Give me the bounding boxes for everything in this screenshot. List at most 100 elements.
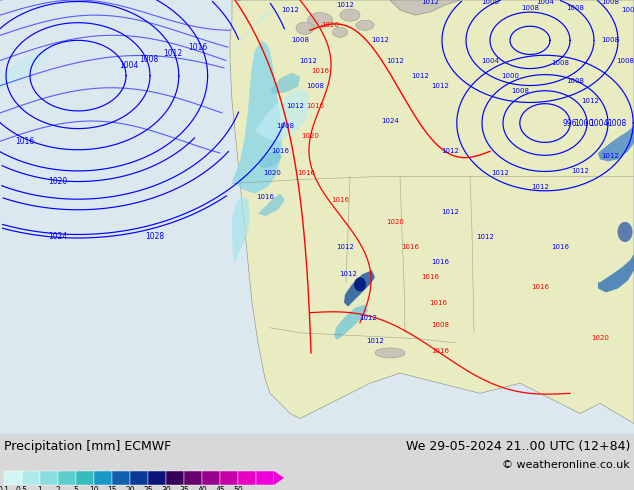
Text: 1012: 1012 bbox=[491, 171, 509, 176]
Text: 1012: 1012 bbox=[421, 0, 439, 5]
Bar bbox=[130, 471, 148, 485]
Bar bbox=[202, 471, 220, 485]
Text: 0.5: 0.5 bbox=[16, 486, 28, 490]
Polygon shape bbox=[232, 40, 282, 194]
Text: 1024: 1024 bbox=[48, 232, 67, 242]
Polygon shape bbox=[390, 0, 460, 15]
Text: 1016: 1016 bbox=[531, 284, 549, 291]
Text: 1000: 1000 bbox=[501, 73, 519, 78]
Text: 1008: 1008 bbox=[601, 0, 619, 5]
Text: 15: 15 bbox=[107, 486, 117, 490]
Text: 1016: 1016 bbox=[297, 171, 315, 176]
Text: 1012: 1012 bbox=[531, 184, 549, 190]
Ellipse shape bbox=[296, 22, 314, 34]
Text: 2: 2 bbox=[56, 486, 60, 490]
Text: 1012: 1012 bbox=[441, 209, 459, 215]
Bar bbox=[238, 471, 256, 485]
Text: 1008: 1008 bbox=[431, 322, 449, 328]
Text: 1000: 1000 bbox=[574, 119, 594, 127]
Text: 25: 25 bbox=[143, 486, 153, 490]
Text: 1016: 1016 bbox=[188, 43, 207, 51]
Text: 1012: 1012 bbox=[286, 103, 304, 109]
Text: 1012: 1012 bbox=[476, 234, 494, 240]
Text: 30: 30 bbox=[161, 486, 171, 490]
Text: 0.1: 0.1 bbox=[0, 486, 10, 490]
Polygon shape bbox=[274, 471, 284, 485]
Ellipse shape bbox=[356, 20, 374, 30]
Bar bbox=[112, 471, 130, 485]
Text: 10: 10 bbox=[89, 486, 99, 490]
Text: 20: 20 bbox=[125, 486, 135, 490]
Bar bbox=[40, 471, 58, 485]
Bar bbox=[256, 471, 274, 485]
Text: © weatheronline.co.uk: © weatheronline.co.uk bbox=[502, 460, 630, 470]
Text: 1012: 1012 bbox=[571, 169, 589, 174]
Polygon shape bbox=[598, 254, 634, 293]
Text: 1016: 1016 bbox=[401, 244, 419, 250]
Text: 1016: 1016 bbox=[431, 259, 449, 265]
Text: 1012: 1012 bbox=[339, 271, 357, 277]
Text: 1016: 1016 bbox=[15, 137, 34, 146]
Text: 1008: 1008 bbox=[521, 5, 539, 11]
Bar bbox=[166, 471, 184, 485]
Polygon shape bbox=[0, 49, 50, 91]
Text: 1008: 1008 bbox=[291, 37, 309, 43]
Polygon shape bbox=[230, 0, 634, 423]
Text: 1008: 1008 bbox=[139, 55, 158, 64]
Text: 1012: 1012 bbox=[359, 315, 377, 320]
Text: 1020: 1020 bbox=[301, 133, 319, 139]
Text: 1016: 1016 bbox=[421, 274, 439, 280]
Text: 1008: 1008 bbox=[566, 78, 584, 84]
Ellipse shape bbox=[332, 27, 347, 37]
Text: 1020: 1020 bbox=[591, 335, 609, 341]
Bar bbox=[58, 471, 76, 485]
Text: 1008: 1008 bbox=[306, 83, 324, 89]
Text: 1012: 1012 bbox=[581, 98, 599, 104]
Polygon shape bbox=[258, 149, 282, 169]
Bar bbox=[94, 471, 112, 485]
Text: 1004: 1004 bbox=[481, 57, 499, 64]
Ellipse shape bbox=[307, 13, 332, 28]
Text: 1004: 1004 bbox=[119, 61, 138, 70]
Polygon shape bbox=[344, 270, 375, 307]
Text: 1008: 1008 bbox=[276, 123, 294, 129]
Text: 1008: 1008 bbox=[566, 5, 584, 11]
Text: 1016: 1016 bbox=[306, 103, 324, 109]
Polygon shape bbox=[232, 10, 270, 50]
Polygon shape bbox=[270, 73, 300, 94]
Bar bbox=[4, 471, 22, 485]
Text: 40: 40 bbox=[197, 486, 207, 490]
Bar bbox=[220, 471, 238, 485]
Text: 1012: 1012 bbox=[299, 57, 317, 64]
Text: 1016: 1016 bbox=[256, 194, 274, 199]
Text: We 29-05-2024 21..00 UTC (12+84): We 29-05-2024 21..00 UTC (12+84) bbox=[406, 440, 630, 453]
Text: 1016: 1016 bbox=[331, 196, 349, 203]
Bar bbox=[148, 471, 166, 485]
Ellipse shape bbox=[618, 222, 633, 242]
Polygon shape bbox=[255, 89, 310, 141]
Text: 1020: 1020 bbox=[263, 171, 281, 176]
Text: 1012: 1012 bbox=[164, 49, 183, 58]
Bar bbox=[76, 471, 94, 485]
Bar bbox=[184, 471, 202, 485]
Text: 1016: 1016 bbox=[429, 299, 447, 306]
Text: 1028: 1028 bbox=[145, 232, 165, 242]
Text: 1012: 1012 bbox=[336, 2, 354, 8]
Text: 1016: 1016 bbox=[311, 68, 329, 74]
Polygon shape bbox=[232, 196, 250, 262]
Ellipse shape bbox=[340, 9, 360, 21]
Text: 1008: 1008 bbox=[551, 59, 569, 66]
Ellipse shape bbox=[354, 277, 366, 292]
Text: 1012: 1012 bbox=[386, 57, 404, 64]
Text: 1024: 1024 bbox=[381, 118, 399, 124]
Text: 1008: 1008 bbox=[481, 0, 499, 5]
Text: 1008: 1008 bbox=[601, 37, 619, 43]
Text: 1004: 1004 bbox=[536, 0, 554, 5]
Text: 45: 45 bbox=[215, 486, 225, 490]
Text: 1012: 1012 bbox=[601, 153, 619, 159]
Ellipse shape bbox=[375, 348, 405, 358]
Text: 35: 35 bbox=[179, 486, 189, 490]
Text: 1004: 1004 bbox=[589, 119, 609, 127]
Text: 1012: 1012 bbox=[411, 73, 429, 78]
Text: 1012: 1012 bbox=[371, 37, 389, 43]
